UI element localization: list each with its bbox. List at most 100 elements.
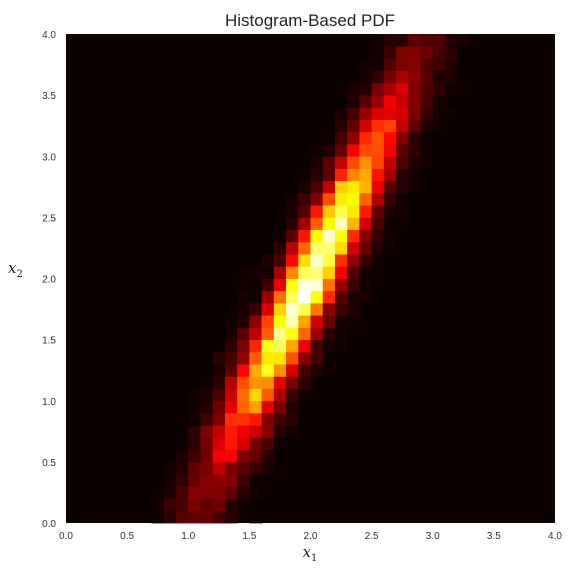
heatmap-cell (237, 461, 250, 475)
heatmap-cell (298, 229, 311, 243)
heatmap-cell (383, 180, 397, 194)
heatmap-cell (261, 376, 275, 389)
heatmap-cell (408, 107, 421, 120)
heatmap-cell (444, 34, 458, 47)
heatmap-cell (383, 156, 397, 169)
heatmap-cell (298, 205, 311, 218)
heatmap-cell (359, 266, 373, 279)
heatmap-cell (273, 302, 287, 316)
heatmap-cell (286, 400, 299, 414)
heatmap-cell (420, 46, 434, 59)
heatmap-cell (286, 229, 299, 243)
heatmap-cell (322, 266, 336, 279)
heatmap-cell (212, 388, 226, 402)
chart-title: Histogram-Based PDF (225, 11, 395, 30)
heatmap-cell (224, 364, 238, 377)
heatmap-cell (237, 290, 250, 304)
heatmap-cell (261, 449, 275, 463)
heatmap-cell (334, 180, 348, 194)
heatmap-cell (261, 400, 275, 414)
heatmap-cell (163, 474, 177, 487)
heatmap-cell (286, 351, 299, 365)
heatmap-cell (151, 498, 165, 512)
x-tick-label: 2.0 (304, 531, 318, 542)
heatmap-cell (188, 461, 201, 475)
heatmap-cell (334, 119, 348, 133)
heatmap-cell (420, 156, 434, 169)
heatmap-cell (249, 425, 263, 438)
heatmap-cell (249, 290, 263, 304)
heatmap-cell (273, 315, 287, 328)
heatmap-cell (237, 437, 250, 451)
heatmap-cell (224, 388, 238, 402)
heatmap-cell (224, 425, 238, 438)
heatmap-cell (261, 474, 275, 487)
heatmap-cell (371, 205, 385, 218)
heatmap-cell (310, 278, 324, 292)
heatmap-cell (237, 486, 250, 499)
heatmap-cell (396, 119, 409, 133)
heatmap-cell (334, 302, 348, 316)
heatmap-cell (334, 278, 348, 292)
heatmap-cell (383, 107, 397, 120)
heatmap-cell (237, 327, 250, 341)
heatmap-cell (212, 437, 226, 451)
heatmap-cell (310, 217, 324, 231)
heatmap-cell (286, 254, 299, 267)
heatmap-cell (249, 437, 263, 451)
heatmap-cell (359, 131, 373, 145)
heatmap-cell (432, 70, 446, 84)
heatmap-cell (322, 205, 336, 218)
heatmap-cell (261, 412, 275, 426)
heatmap-cell (359, 278, 373, 292)
heatmap-cell (310, 205, 324, 218)
heatmap-cell (396, 144, 409, 157)
heatmap-cell (298, 180, 311, 194)
heatmap-cell (273, 254, 287, 267)
heatmap-cell (310, 315, 324, 328)
heatmap-cell (408, 119, 421, 133)
heatmap-cell (420, 58, 434, 72)
heatmap-cell (286, 315, 299, 328)
heatmap-cell (286, 376, 299, 389)
heatmap-cell (347, 144, 360, 157)
x-tick-label: 1.5 (242, 531, 256, 542)
heatmap-cell (371, 58, 385, 72)
heatmap-cell (249, 388, 263, 402)
y-tick-label: 2.5 (42, 213, 56, 224)
heatmap-cell (286, 412, 299, 426)
heatmap-cell (261, 302, 275, 316)
heatmap-cell (188, 498, 201, 512)
heatmap-cell (249, 486, 263, 499)
heatmap-cell (383, 34, 397, 47)
heatmap-cell (347, 315, 360, 328)
heatmap-cell (408, 180, 421, 194)
heatmap-cell (176, 474, 189, 487)
heatmap-cell (249, 327, 263, 341)
heatmap-cell (371, 168, 385, 182)
heatmap-cell (396, 70, 409, 84)
heatmap-cell (273, 339, 287, 353)
heatmap-cell (322, 229, 336, 243)
heatmap-cell (286, 327, 299, 341)
heatmap-cell (334, 217, 348, 231)
heatmap-cell (163, 498, 177, 512)
heatmap-cell (298, 278, 311, 292)
heatmap-cell (322, 302, 336, 316)
heatmap-cell (188, 486, 201, 499)
x-axis-label-main: x (303, 543, 312, 561)
heatmap-cell (310, 192, 324, 206)
heatmap-cell (286, 192, 299, 206)
heatmap-cell (200, 486, 214, 499)
heatmap-cell (298, 290, 311, 304)
heatmap-cell (322, 192, 336, 206)
heatmap-cell (322, 156, 336, 169)
heatmap-cell (261, 425, 275, 438)
heatmap-cell (334, 168, 348, 182)
heatmap-cell (298, 364, 311, 377)
heatmap-cell (347, 217, 360, 231)
heatmap-cell (371, 266, 385, 279)
heatmap-cell (273, 229, 287, 243)
heatmap-cell (444, 70, 458, 84)
heatmap-cell (347, 229, 360, 243)
